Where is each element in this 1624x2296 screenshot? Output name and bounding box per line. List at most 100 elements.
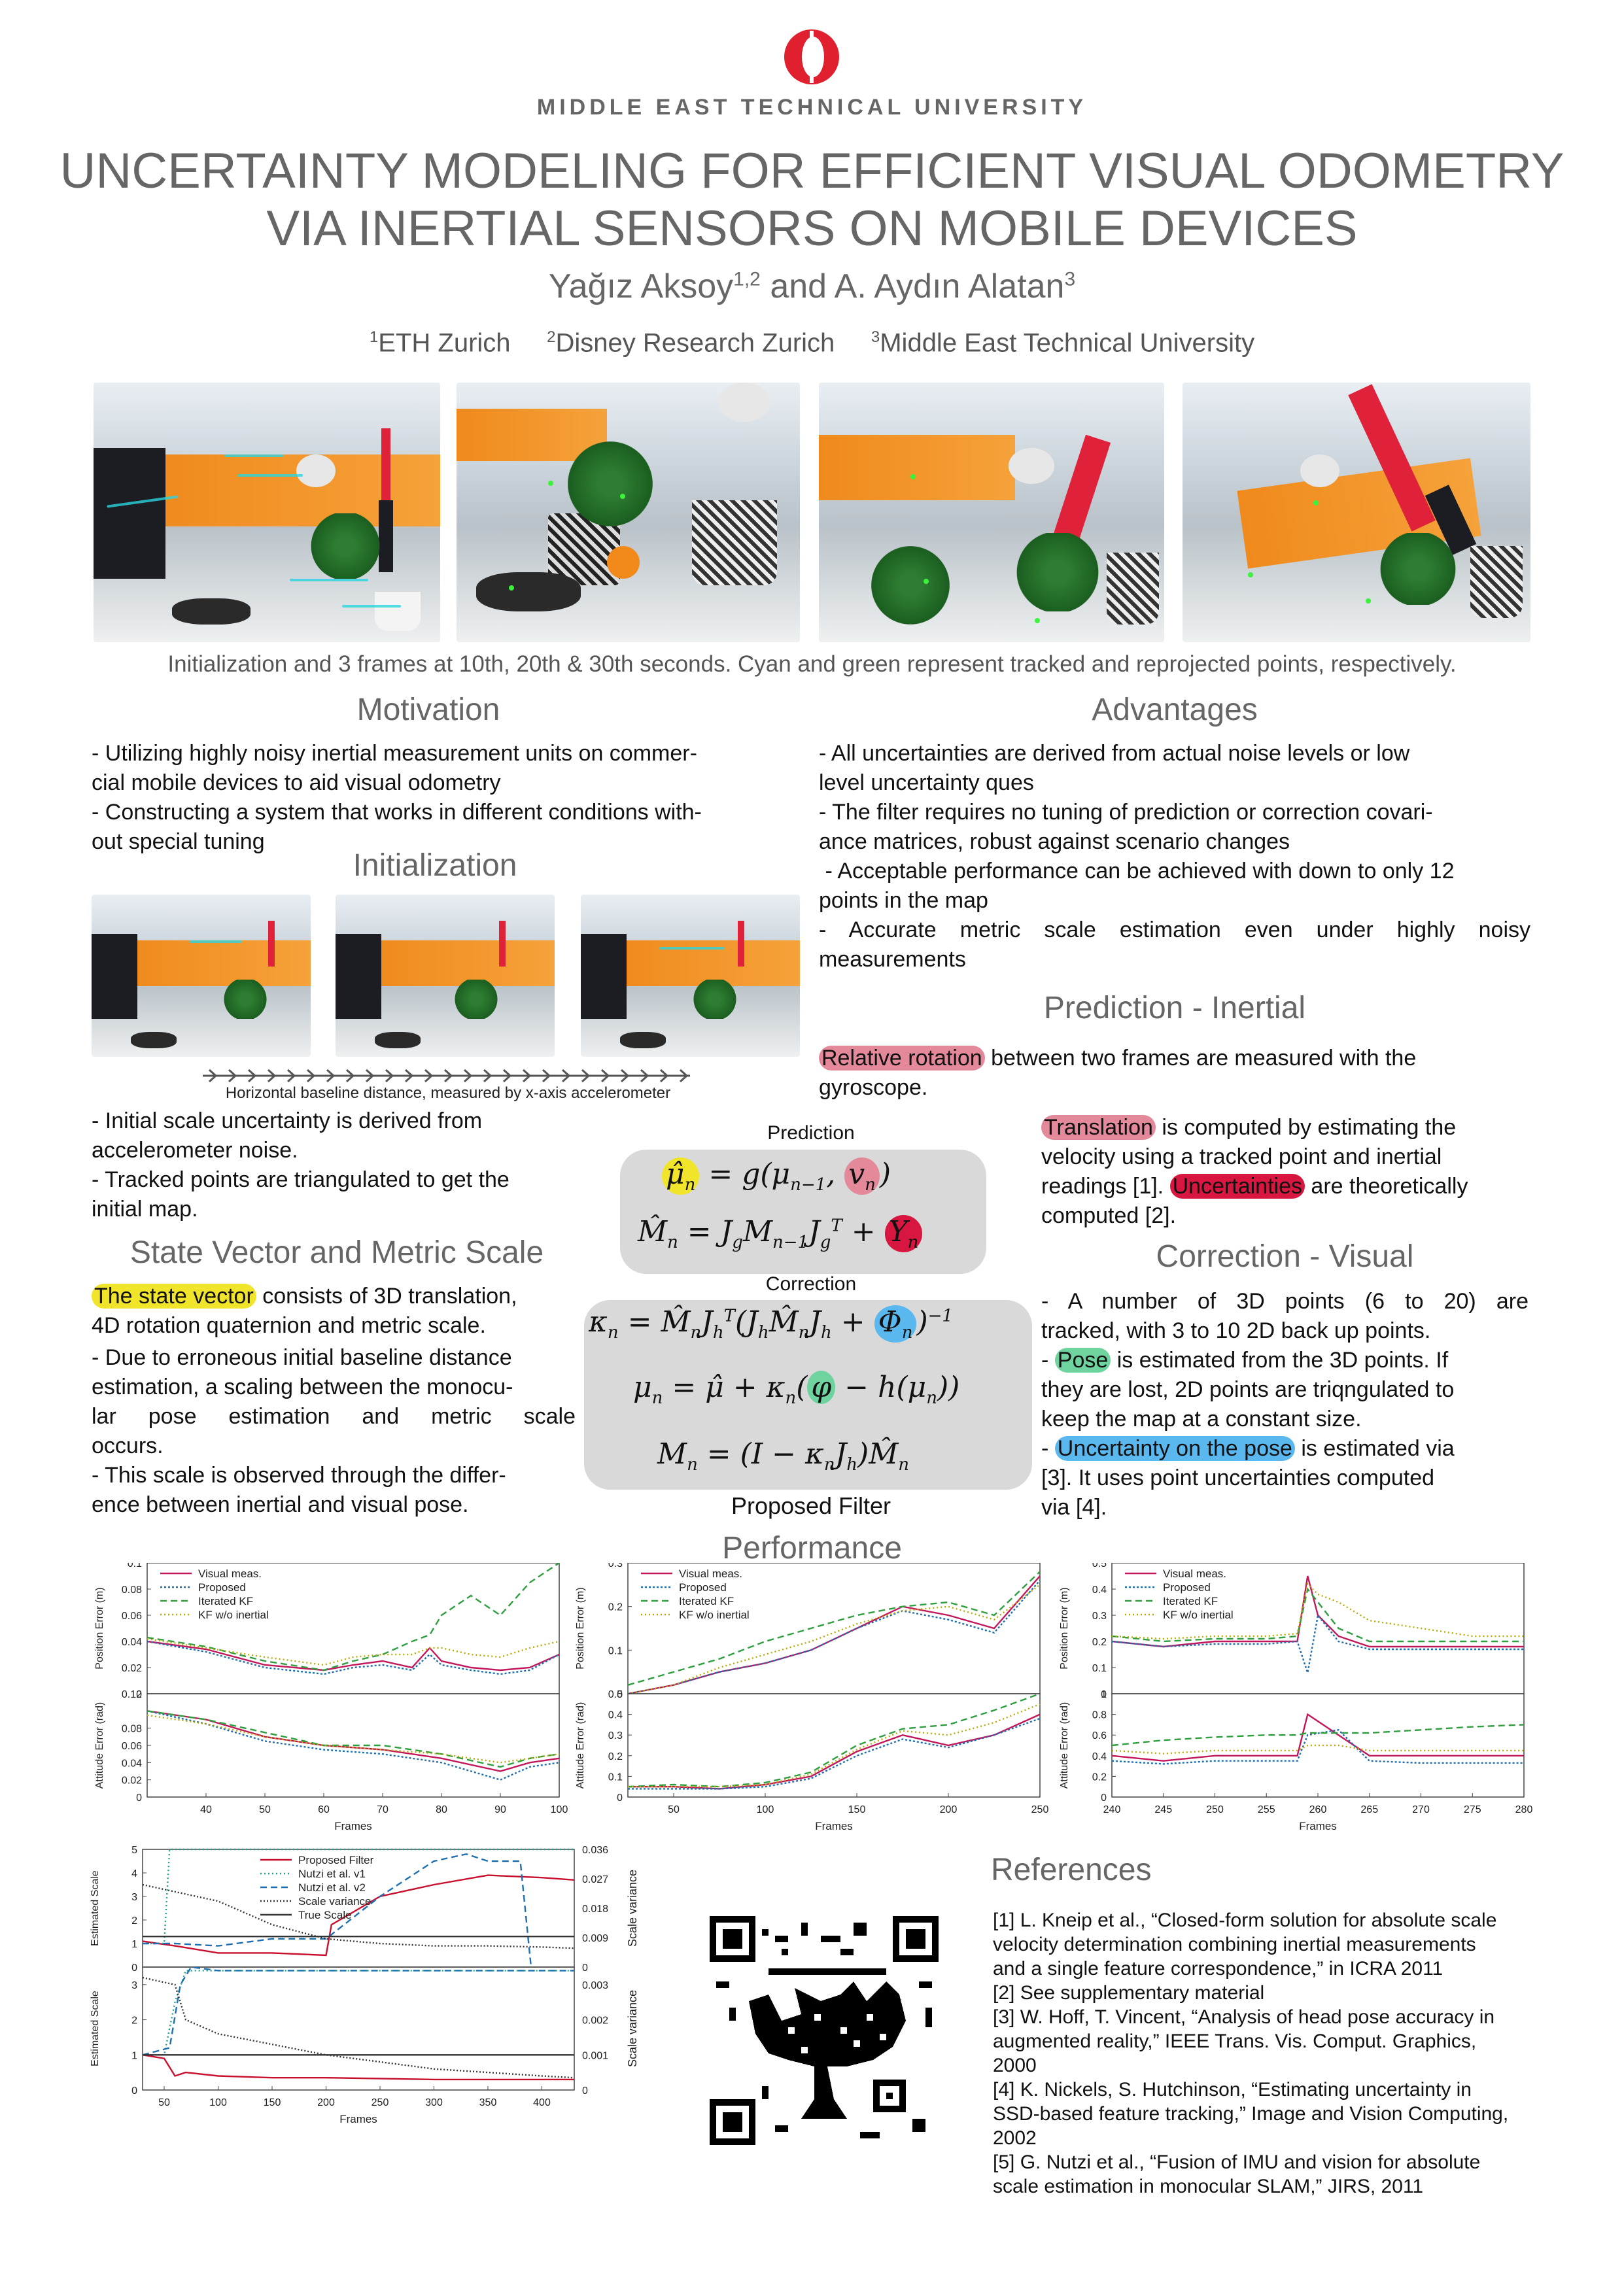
x-tick-label: 90	[494, 1804, 506, 1815]
university-name: MIDDLE EAST TECHNICAL UNIVERSITY	[536, 95, 1088, 120]
qr-code[interactable]	[710, 1916, 939, 2145]
x-tick-label: 50	[158, 2097, 170, 2108]
y2-tick-label: 0.003	[582, 1980, 608, 1991]
legend-label: Visual meas.	[679, 1568, 742, 1580]
corr-line: via [4].	[1041, 1495, 1107, 1520]
init-frame-1-photo	[92, 895, 311, 1057]
y-tick-label: 0.08	[122, 1724, 142, 1735]
advantages-line: - The filter requires no tuning of predi…	[819, 800, 1433, 825]
series-line	[147, 1637, 560, 1666]
correction-eq-mean: μn = μ̂ + κn(φ − h(μn))	[633, 1371, 960, 1408]
prediction-eq-mean: μ̂n = g(μn−1, vn)	[662, 1157, 891, 1195]
series-line	[143, 1853, 532, 1968]
reference-line: 2002	[993, 2127, 1037, 2149]
y2-tick-label: 0.018	[582, 1904, 608, 1915]
series-line	[147, 1710, 560, 1768]
legend-label: KF w/o inertial	[198, 1609, 269, 1621]
y-tick-label: 0	[617, 1689, 623, 1700]
chart-panel: 0.12 0.08 0.06 0.04 0.02 0 40 50 60 70 80 90 100 Fram…	[94, 1689, 568, 1832]
y-tick-label: 1	[131, 2050, 137, 2061]
reference-line: velocity determination combining inertia…	[993, 1934, 1476, 1955]
state-line: The state vector consists of 3D translat…	[92, 1282, 576, 1311]
y-tick-label: 0.06	[122, 1611, 142, 1622]
corr-line: tracked, with 3 to 10 2D back up points.	[1041, 1318, 1431, 1343]
affil-3: Middle East Technical University	[880, 328, 1255, 358]
affil-1: ETH Zurich	[378, 328, 511, 358]
state-line: - Due to erroneous initial baseline dist…	[92, 1345, 512, 1370]
y-tick-label: 0.1	[128, 1563, 142, 1569]
y-tick-label: 5	[131, 1845, 137, 1856]
x-tick-label: 60	[318, 1804, 330, 1815]
references-heading: References	[991, 1853, 1152, 1887]
corr-line-rest: is estimated from the 3D points. If	[1111, 1348, 1449, 1373]
init-frame-2-photo	[336, 895, 555, 1057]
authors-and: and	[760, 267, 835, 305]
legend-label: KF w/o inertial	[1163, 1609, 1234, 1621]
affil-2: Disney Research Zurich	[555, 328, 835, 358]
reference-line: [1] L. Kneip et al., “Closed-form soluti…	[993, 1910, 1497, 1931]
x-tick-label: 260	[1309, 1804, 1327, 1815]
x-tick-label: 240	[1103, 1804, 1121, 1815]
series-line	[142, 1883, 575, 1949]
advantages-line: measurements	[819, 947, 966, 972]
reference-line: scale estimation in monocular SLAM,” JIR…	[993, 2176, 1424, 2197]
baseline-caption: Horizontal baseline distance, measured b…	[225, 1084, 671, 1102]
x-tick-label: 100	[209, 2097, 227, 2108]
legend-label: Nutzi et al. v2	[298, 1881, 366, 1894]
phi-cov-circle: Φn	[874, 1305, 917, 1343]
author-2-affil: 3	[1064, 268, 1076, 290]
pred-line: gyroscope.	[819, 1075, 928, 1100]
legend-label: Nutzi et al. v1	[298, 1868, 366, 1880]
x-axis-label: Frames	[815, 1820, 853, 1832]
corr-line: they are lost, 2D points are triqngulate…	[1041, 1377, 1455, 1402]
plot-frame	[627, 1693, 1041, 1798]
author-1-affil: 1,2	[733, 268, 761, 290]
x-tick-label: 250	[1206, 1804, 1224, 1815]
legend-label: Iterated KF	[198, 1595, 253, 1607]
series-line	[1111, 1613, 1524, 1673]
baseline-arrows	[203, 1069, 690, 1083]
pred-line-rest: are theoretically	[1304, 1174, 1468, 1199]
poster-title: UNCERTAINTY MODELING FOR EFFICIENT VISUA…	[0, 143, 1624, 258]
x-tick-label: 250	[371, 2097, 389, 2108]
init-line: initial map.	[92, 1197, 198, 1222]
correction-visual-heading: Correction - Visual	[1156, 1239, 1414, 1274]
x-axis-label: Frames	[1299, 1820, 1337, 1832]
y2-axis-label: Scale variance	[626, 1870, 639, 1947]
corr-line-pre: -	[1041, 1436, 1055, 1461]
series-line	[147, 1640, 560, 1671]
advantages-line: ance matrices, robust against scenario c…	[819, 829, 1290, 854]
series-line	[628, 1703, 1041, 1788]
y-tick-label: 1	[1101, 1689, 1107, 1700]
corr-line: keep the map at a constant size.	[1041, 1407, 1362, 1431]
frame-initialization-photo	[94, 383, 440, 642]
series-line	[1111, 1744, 1524, 1755]
pred-line: computed [2].	[1041, 1203, 1177, 1228]
initialization-text: - Initial scale uncertainty is derived f…	[92, 1106, 576, 1224]
y-tick-label: 0.1	[608, 1772, 623, 1783]
x-tick-label: 255	[1258, 1804, 1275, 1815]
correction-eq-gain: κn = M̂nJhT(JhM̂nJh + Φn)−1	[589, 1305, 953, 1343]
y2-tick-label: 0.001	[582, 2050, 608, 2061]
x-tick-label: 275	[1464, 1804, 1481, 1815]
series-line	[143, 1848, 574, 1945]
y-tick-label: 0.1	[1092, 1663, 1107, 1674]
series-line	[143, 1970, 574, 2056]
advantages-line: level uncertainty ques	[819, 770, 1034, 795]
state-line: - This scale is observed through the dif…	[92, 1463, 506, 1488]
frame-20s-photo	[819, 383, 1164, 642]
pred-line: Relative rotation between two frames are…	[819, 1044, 1530, 1073]
reference-line: [3] W. Hoff, T. Vincent, “Analysis of he…	[993, 2006, 1495, 2028]
pred-line-rest: between two frames are measured with the	[984, 1046, 1417, 1071]
y-tick-label: 3	[131, 1980, 137, 1991]
prediction-inertial-text-1: Relative rotation between two frames are…	[819, 1044, 1530, 1103]
corr-line-pre: -	[1041, 1348, 1055, 1373]
series-line	[1111, 1724, 1525, 1747]
y-tick-label: 0.5	[1092, 1563, 1107, 1569]
state-vector-highlight: The state vector	[92, 1284, 256, 1309]
series-line	[142, 1966, 574, 2056]
legend-label: KF w/o inertial	[679, 1609, 750, 1621]
y-tick-label: 0	[1101, 1792, 1107, 1804]
pred-line: velocity using a tracked point and inert…	[1041, 1144, 1442, 1169]
